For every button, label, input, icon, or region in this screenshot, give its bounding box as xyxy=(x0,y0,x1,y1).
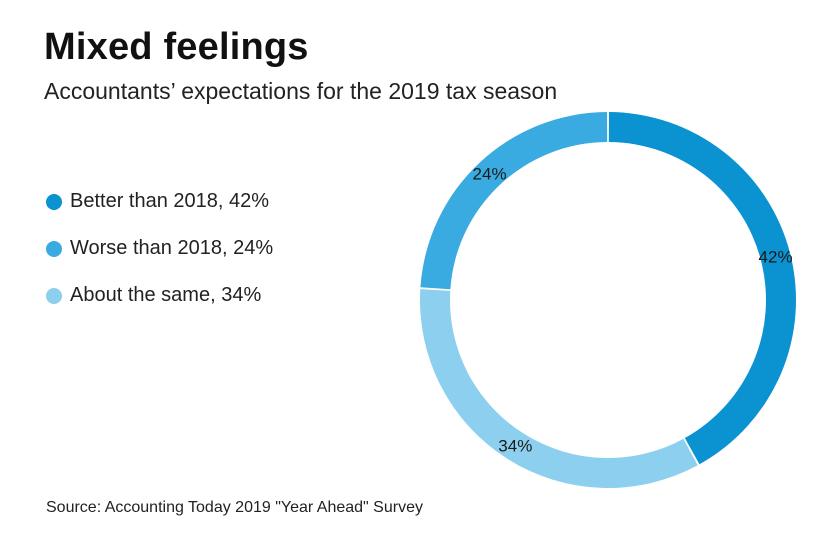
slice-label-worse: 24% xyxy=(473,164,507,183)
legend: Better than 2018, 42% Worse than 2018, 2… xyxy=(46,188,273,329)
slice-label-same: 34% xyxy=(498,437,532,456)
source-note: Source: Accounting Today 2019 "Year Ahea… xyxy=(46,499,423,516)
legend-item-better: Better than 2018, 42% xyxy=(46,188,273,215)
legend-swatch-worse xyxy=(46,240,62,257)
legend-item-worse: Worse than 2018, 24% xyxy=(46,235,273,262)
legend-label-better: Better than 2018, 42% xyxy=(70,190,270,212)
legend-swatch-same xyxy=(46,287,62,304)
slice-label-better: 42% xyxy=(759,247,793,266)
slice-better xyxy=(608,112,796,465)
chart-subtitle: Accountants’ expectations for the 2019 t… xyxy=(44,78,558,104)
legend-label-worse: Worse than 2018, 24% xyxy=(70,237,274,259)
legend-label-same: About the same, 34% xyxy=(70,284,262,306)
slice-same xyxy=(420,289,698,488)
chart-title: Mixed feelings xyxy=(44,26,309,68)
legend-item-same: About the same, 34% xyxy=(46,282,273,309)
legend-swatch-better xyxy=(46,193,62,210)
slice-worse xyxy=(420,112,608,290)
